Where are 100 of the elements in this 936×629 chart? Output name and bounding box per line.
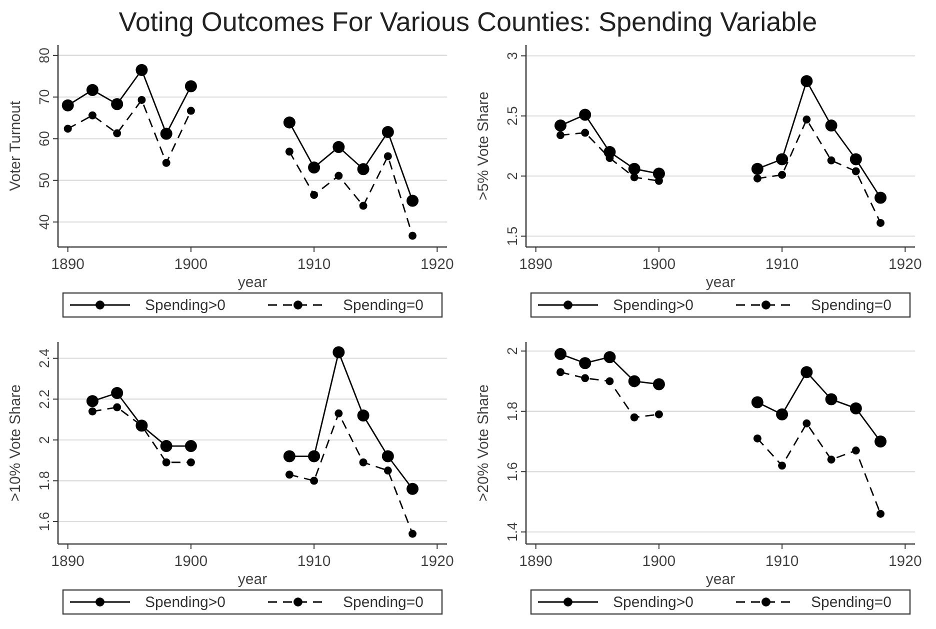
point <box>850 402 862 414</box>
legend-label: Spending>0 <box>613 297 694 314</box>
legend-label: Spending=0 <box>343 594 424 611</box>
point <box>186 106 195 115</box>
point <box>628 375 640 388</box>
point <box>186 458 195 466</box>
x-axis-title: year <box>238 571 268 588</box>
point <box>86 84 98 96</box>
point <box>579 108 592 121</box>
point <box>357 163 370 176</box>
legend-label: Spending=0 <box>343 297 424 314</box>
y-tick-label: 70 <box>36 89 52 105</box>
legend-label: Spending>0 <box>613 594 694 611</box>
point <box>384 466 392 475</box>
point <box>827 456 836 464</box>
y-tick-label: 2.2 <box>36 389 52 409</box>
x-tick-label: 1900 <box>174 553 208 570</box>
y-tick-label: 1.8 <box>504 401 520 422</box>
point <box>382 450 394 462</box>
point <box>802 116 811 124</box>
point <box>283 116 296 128</box>
point <box>359 202 368 210</box>
point <box>332 346 345 358</box>
point <box>874 435 887 448</box>
point <box>579 357 592 370</box>
x-tick-label: 1910 <box>297 553 331 570</box>
point <box>384 152 392 160</box>
point <box>160 440 172 452</box>
y-tick-label: 2.4 <box>36 348 52 368</box>
y-tick-label: 1.6 <box>504 462 520 482</box>
point <box>406 194 419 207</box>
point <box>162 458 170 466</box>
point <box>874 192 887 204</box>
y-tick-label: 60 <box>36 130 52 146</box>
legend-label: Spending>0 <box>145 297 226 314</box>
point <box>64 124 72 133</box>
point <box>138 96 146 104</box>
point <box>334 409 343 418</box>
point <box>332 141 345 154</box>
legend-label: Spending=0 <box>811 594 892 611</box>
x-tick-label: 1910 <box>765 256 799 273</box>
point <box>751 396 764 408</box>
legend-label: Spending=0 <box>811 297 892 314</box>
point <box>778 462 786 470</box>
x-tick-label: 1890 <box>519 256 553 273</box>
point <box>604 351 616 364</box>
point <box>876 218 885 227</box>
y-tick-label: 2.5 <box>504 106 520 126</box>
x-tick-label: 1900 <box>642 256 676 273</box>
x-tick-label: 1920 <box>420 256 454 273</box>
y-tick-label: 2 <box>504 172 520 180</box>
y-axis-title: >5% Vote Share <box>475 92 492 200</box>
point <box>62 99 74 112</box>
point <box>111 387 124 400</box>
point <box>357 409 370 422</box>
point <box>184 80 197 92</box>
point <box>827 156 836 164</box>
point <box>751 162 764 175</box>
y-tick-label: 1.8 <box>36 470 52 490</box>
x-tick-label: 1910 <box>297 256 331 273</box>
y-tick-label: 80 <box>36 47 52 64</box>
point <box>800 75 813 88</box>
x-tick-label: 1910 <box>765 553 799 570</box>
point <box>406 482 419 495</box>
y-axis-title: >20% Vote Share <box>475 384 492 502</box>
point <box>184 440 197 452</box>
point <box>111 98 124 110</box>
point <box>800 366 813 378</box>
point <box>554 348 566 360</box>
point <box>776 153 788 166</box>
point <box>408 530 417 538</box>
point <box>778 170 786 179</box>
point <box>162 158 170 167</box>
point <box>776 408 788 420</box>
y-tick-label: 1.4 <box>504 522 520 542</box>
legend-label: Spending>0 <box>145 594 226 611</box>
x-tick-label: 1890 <box>51 553 85 570</box>
point <box>556 131 564 140</box>
y-tick-label: 50 <box>36 172 52 188</box>
point <box>554 120 566 132</box>
x-tick-label: 1890 <box>51 256 85 273</box>
point <box>654 410 663 418</box>
point <box>850 153 862 166</box>
point <box>628 162 640 175</box>
point <box>285 148 294 156</box>
point <box>334 172 343 180</box>
x-tick-label: 1920 <box>420 553 454 570</box>
y-axis-title: >10% Vote Share <box>7 384 24 502</box>
point <box>310 190 318 199</box>
point <box>852 446 860 455</box>
point <box>283 450 296 462</box>
point <box>825 120 838 132</box>
point <box>382 126 394 138</box>
x-axis-title: year <box>706 571 736 588</box>
point <box>408 232 417 240</box>
x-axis-title: year <box>706 274 736 291</box>
chart-title: Voting Outcomes For Various Counties: Spending Variable <box>118 7 818 37</box>
y-tick-label: 1.6 <box>36 512 52 532</box>
y-tick-label: 2 <box>36 436 52 444</box>
point <box>88 111 96 120</box>
